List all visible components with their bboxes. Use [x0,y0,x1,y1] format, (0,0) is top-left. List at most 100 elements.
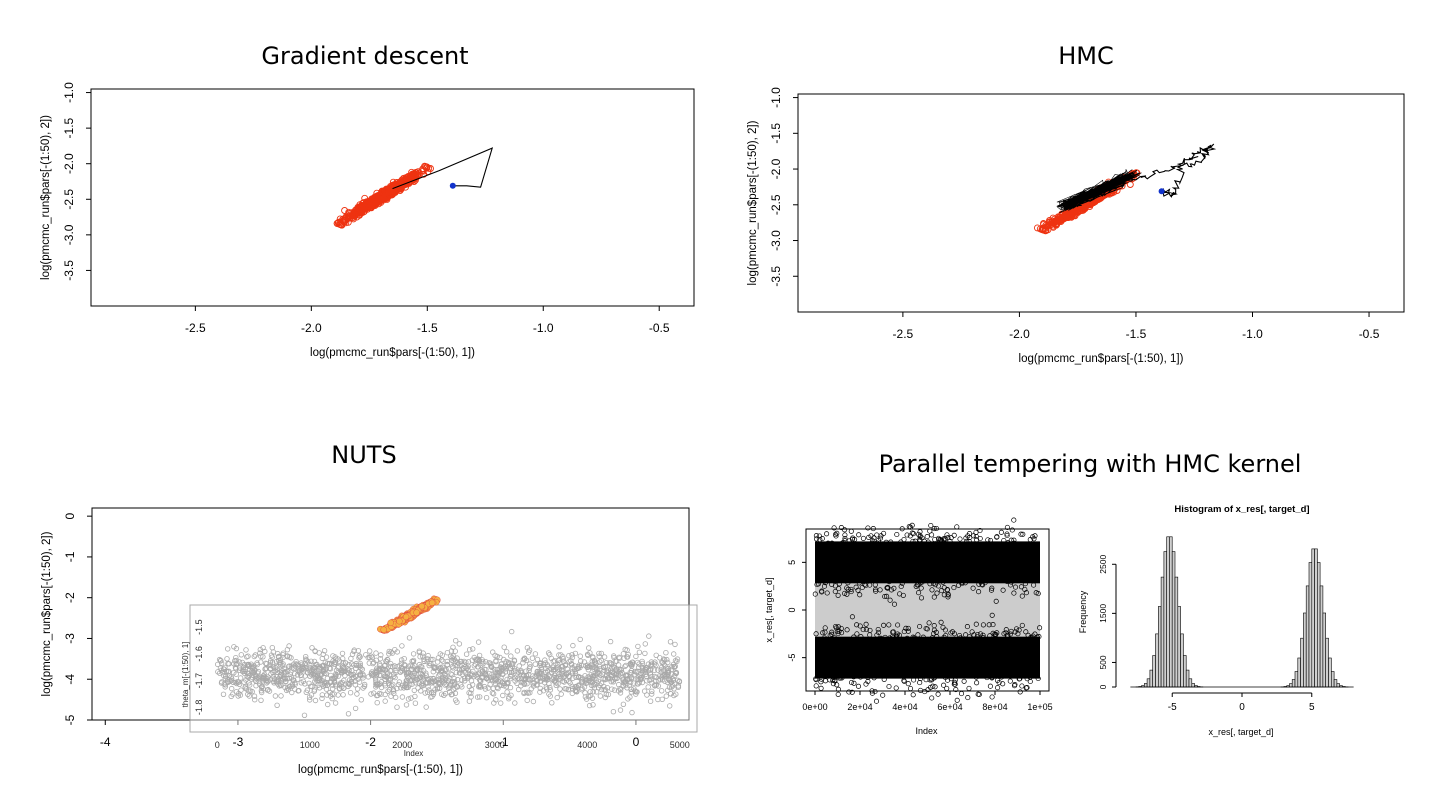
gd-x-tick-label: -1.5 [417,321,438,335]
pt-trace-point [856,684,860,688]
pt-trace-point [918,530,922,534]
pt-trace-point [955,525,959,529]
pt-hist-y-tick-label: 1500 [1098,604,1108,623]
hmc-y-tick-label: -2.5 [769,194,783,215]
hmc-x-tick-label: -1.5 [1126,327,1147,341]
pt-trace-point [866,526,870,530]
pt-hist-bar [1175,577,1178,687]
nuts-inset-x-tick-label: 1000 [300,740,320,750]
pt-hist-x-tick-label: 5 [1309,702,1315,713]
pt-hist-x-axis: -505 [1168,693,1315,713]
pt-trace-point [918,688,922,692]
pt-trace-point [945,533,949,537]
pt-trace-x-tick-label: 0e+00 [802,702,827,712]
nuts-inset-y-label: theta_m[-(1:50), 1] [181,642,190,708]
nuts-sample-point [388,620,394,626]
pt-hist-bar [1289,684,1292,687]
pt-hist-bar [1323,613,1326,687]
nuts-y-tick-label: -4 [63,674,77,685]
pt-trace-point [820,536,824,540]
hmc-start-point [1159,188,1165,194]
pt-hist-bar [1292,680,1295,688]
gd-y-tick-label: -3.0 [62,224,76,245]
gd-y-tick-label: -2.5 [62,189,76,210]
nuts-sample-point [429,600,435,606]
pt-trace-point [835,531,839,535]
hmc-chain-band [1057,169,1142,213]
hmc-y-tick-label: -3.0 [769,230,783,251]
pt-trace-point [966,695,970,699]
nuts-y-tick-label: -1 [63,551,77,562]
pt-hist-bar [1150,670,1153,687]
pt-trace-point [1028,679,1032,683]
gd-trajectory-path [393,148,493,189]
pt-trace-point [1020,684,1024,688]
gd-start-point [450,183,456,189]
nuts-x-tick-label: -4 [100,735,111,749]
nuts-sample-point [403,614,409,620]
pt-trace-y-axis: 50-5 [787,560,806,662]
nuts-inset-x-tick-label: 5000 [670,740,690,750]
pt-trace-point [895,532,899,536]
pt-trace-point [923,689,927,693]
pt-trace-point [958,537,962,541]
pt-trace-point [819,680,823,684]
hmc-y-tick-label: -1.5 [769,123,783,144]
nuts-inset-x-tick-label: 3000 [485,740,505,750]
hmc-y-tick-label: -2.0 [769,158,783,179]
pt-trace-point [952,533,956,537]
nuts-sample-point [414,610,420,616]
nuts-inset-y-tick-label: -1.5 [194,619,204,635]
pt-hist-bar [1337,684,1340,687]
pt-hist-bar [1334,680,1337,688]
pt-trace-point [930,696,934,700]
pt-trace-point [974,681,978,685]
gd-y-tick-label: -3.5 [62,260,76,281]
nuts-inset-plot: 010002000300040005000-1.5-1.6-1.7-1.8Ind… [181,605,697,758]
pt-hist-bar [1181,634,1184,687]
pt-hist-bar [1153,656,1156,688]
nuts-sample-point [419,603,425,609]
nuts-inset-x-tick-label: 0 [215,740,220,750]
hmc-x-label: log(pmcmc_run$pars[-(1:50), 1]) [1019,353,1184,365]
pt-trace-point [881,693,885,697]
pt-hist-bar [1144,684,1147,688]
nuts-y-tick-label: -2 [63,592,77,603]
pt-hist-bar [1164,552,1167,687]
pt-trace-point [1010,528,1014,532]
pt-hist-y-label: Frequency [1078,590,1088,633]
hmc-x-tick-label: -2.5 [893,327,914,341]
pt-hist-y-axis: 050015002500 [1098,555,1116,690]
pt-trace-point [819,686,823,690]
pt-trace-y-tick-label: 0 [787,607,797,612]
hmc-y-tick-label: -1.0 [769,87,783,108]
pt-hist-x-tick-label: 0 [1239,702,1245,713]
pt-trace-point [925,534,929,538]
pt-trace-point [967,686,971,690]
pt-trace-point [918,680,922,684]
pt-hist-bar [1306,586,1309,687]
nuts-inset-x-tick-label: 4000 [577,740,597,750]
pt-hist-bar [1161,577,1164,687]
hmc-x-tick-label: -1.0 [1242,327,1263,341]
gd-plot: -2.5-2.0-1.5-1.0-0.5-1.0-1.5-2.0-2.5-3.0… [40,82,694,359]
pt-hist-bar [1326,638,1329,687]
pt-trace-point [906,682,910,686]
nuts-sample-point [381,627,387,633]
pt-hist-y-tick-label: 2500 [1098,555,1108,574]
pt-hist-bar [1320,586,1323,687]
pt-trace-point [842,528,846,532]
hmc-frame [798,94,1404,312]
nuts-y-axis: 0-1-2-3-4-5 [63,512,92,725]
pt-trace-point [874,699,878,703]
pt-trace-mode-band [815,541,1040,583]
pt-trace-point [945,686,949,690]
nuts-x-tick-label: -2 [365,735,376,749]
nuts-sample-point [396,618,402,624]
pt-hist-bar [1309,563,1312,688]
hmc-x-tick-label: -0.5 [1359,327,1380,341]
gd-x-tick-label: -1.0 [533,321,554,335]
pt-hist-x-label: x_res[, target_d] [1208,727,1273,737]
pt-trace-point [959,691,963,695]
